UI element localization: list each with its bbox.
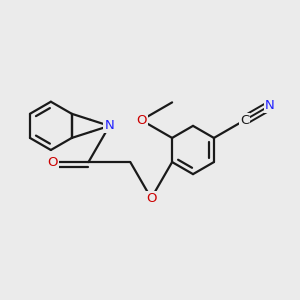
- Text: N: N: [104, 119, 114, 132]
- Text: C: C: [240, 114, 249, 127]
- Text: O: O: [146, 192, 157, 205]
- Text: O: O: [136, 114, 147, 127]
- Text: N: N: [265, 99, 275, 112]
- Text: O: O: [48, 156, 58, 169]
